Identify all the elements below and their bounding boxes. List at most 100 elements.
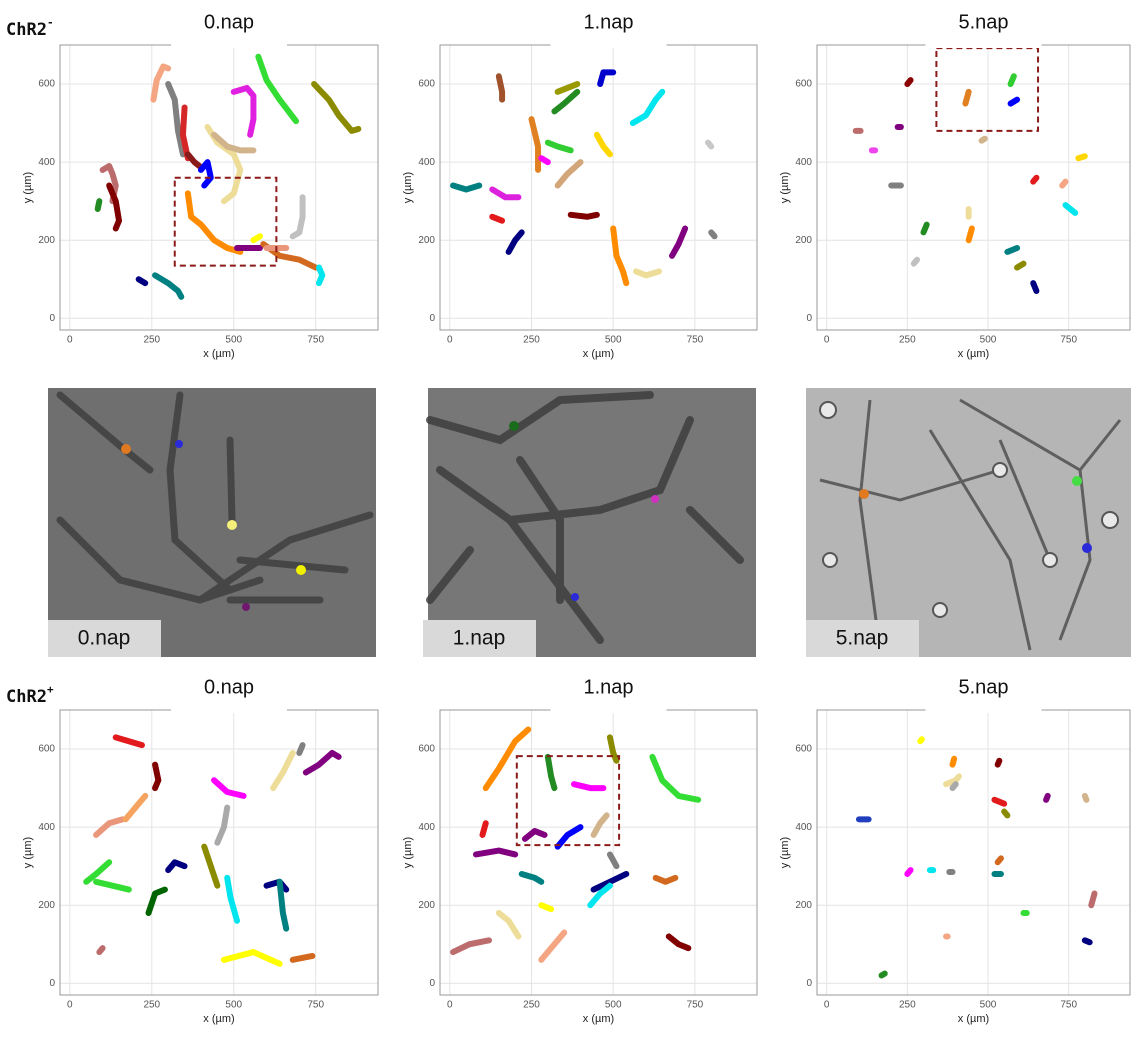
y-tick-label: 600 (38, 744, 55, 755)
x-axis-label: x (µm) (203, 348, 234, 360)
y-tick-label: 400 (418, 157, 435, 168)
y-tick-label: 400 (418, 822, 435, 833)
track (994, 757, 1003, 768)
track (593, 131, 613, 158)
track (538, 155, 551, 166)
track (472, 847, 519, 858)
track (184, 190, 244, 255)
track (904, 867, 914, 877)
track (943, 773, 962, 788)
x-tick-label: 0 (447, 335, 453, 346)
title-box (925, 668, 1042, 713)
y-axis-label: y (µm) (779, 837, 791, 868)
track (99, 163, 119, 205)
track (570, 781, 607, 792)
track (920, 221, 930, 236)
x-tick-label: 250 (523, 1000, 540, 1011)
track (1001, 808, 1011, 819)
x-tick-label: 250 (143, 1000, 160, 1011)
track (220, 949, 283, 967)
track (949, 781, 959, 792)
track (1081, 792, 1090, 803)
track (106, 182, 123, 232)
x-tick-label: 0 (67, 335, 73, 346)
x-tick-label: 250 (523, 335, 540, 346)
x-tick-label: 500 (980, 335, 997, 346)
track (83, 859, 113, 885)
chart-title: 0.nap (204, 11, 254, 33)
track (165, 859, 188, 874)
track (289, 194, 306, 240)
track (179, 104, 191, 162)
track (590, 870, 630, 893)
highlight-box (173, 176, 278, 267)
track (633, 268, 662, 279)
title-box (550, 668, 667, 713)
chart-title: 1.nap (583, 676, 633, 698)
chart-title: 5.nap (958, 11, 1008, 33)
title-box (925, 3, 1042, 48)
plot-area (440, 45, 757, 330)
track (994, 855, 1004, 866)
x-tick-label: 250 (899, 1000, 916, 1011)
highlight-box (935, 47, 1040, 132)
y-tick-label: 600 (795, 744, 812, 755)
y-tick-label: 200 (795, 235, 812, 246)
track (949, 755, 958, 768)
track (610, 225, 630, 287)
chart: 0 250 500 750 0 200 400 600 x (µm) y (µm) 1.nap (402, 668, 758, 1025)
y-axis-label: y (µm) (779, 172, 791, 203)
row-label: ChR2- (6, 16, 54, 40)
y-tick-label: 600 (418, 79, 435, 90)
y-tick-label: 0 (49, 978, 55, 989)
track (538, 902, 555, 913)
x-tick-label: 750 (307, 1000, 324, 1011)
y-tick-label: 200 (38, 235, 55, 246)
track (112, 734, 145, 749)
y-tick-label: 0 (429, 313, 435, 324)
x-tick-label: 750 (1060, 335, 1077, 346)
track (184, 151, 203, 170)
track (704, 139, 715, 150)
y-tick-label: 400 (795, 822, 812, 833)
x-tick-label: 750 (307, 335, 324, 346)
track (495, 910, 522, 940)
micrograph: 1.nap (423, 388, 756, 657)
track (482, 726, 532, 792)
x-tick-label: 0 (824, 1000, 830, 1011)
image-label: 0.nap (78, 627, 131, 650)
track (1088, 890, 1098, 909)
track (917, 736, 925, 745)
row-label-sup: + (47, 683, 54, 696)
y-tick-label: 600 (795, 79, 812, 90)
track (652, 874, 679, 885)
track (1030, 280, 1040, 294)
x-tick-label: 750 (687, 1000, 704, 1011)
track (1004, 245, 1021, 255)
row-label-text: ChR2 (6, 687, 47, 707)
x-axis-label: x (µm) (203, 1013, 234, 1025)
x-axis-label: x (µm) (958, 1013, 989, 1025)
track (1062, 202, 1079, 216)
track (962, 88, 972, 107)
track (649, 753, 702, 803)
y-tick-label: 200 (418, 900, 435, 911)
x-tick-label: 750 (1060, 1000, 1077, 1011)
track (538, 929, 568, 963)
track (606, 851, 620, 870)
track (450, 937, 493, 956)
track (311, 81, 362, 134)
track (669, 225, 689, 259)
track (544, 139, 574, 154)
y-tick-label: 400 (795, 157, 812, 168)
x-axis-label: x (µm) (958, 348, 989, 360)
chart: 0 250 500 750 0 200 400 600 x (µm) y (µm) 1.nap (402, 3, 758, 360)
track (708, 229, 718, 240)
x-axis-label: x (µm) (583, 348, 614, 360)
track (1007, 96, 1021, 107)
track (1030, 174, 1040, 185)
track (211, 131, 257, 154)
track (250, 233, 263, 244)
track (978, 135, 988, 144)
title-box (550, 3, 667, 48)
